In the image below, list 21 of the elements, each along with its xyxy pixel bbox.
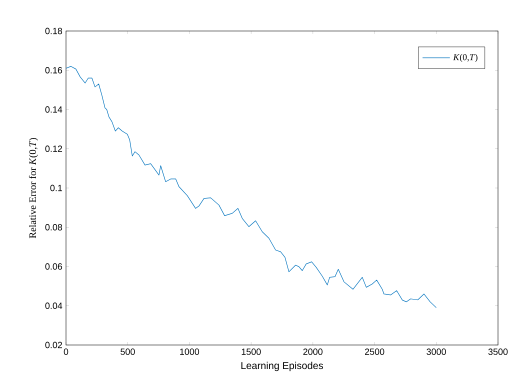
x-tick-label: 3000 bbox=[426, 348, 446, 355]
y-tick-label: 0.06 bbox=[45, 263, 62, 270]
x-tick-label: 0 bbox=[64, 348, 68, 355]
y-tick-label: 0.04 bbox=[45, 302, 62, 309]
x-axis-title: Learning Episodes bbox=[241, 362, 324, 372]
y-tick-label: 0.08 bbox=[45, 224, 62, 230]
legend-label: K(0,T) bbox=[453, 54, 478, 62]
y-tick-label: 0.14 bbox=[45, 106, 62, 113]
x-tick-label: 1500 bbox=[242, 348, 261, 355]
line-series bbox=[66, 66, 437, 308]
x-tick-label: 1000 bbox=[180, 348, 200, 355]
x-tick-label: 2000 bbox=[303, 348, 323, 355]
y-tick-label: 0.18 bbox=[45, 28, 62, 34]
x-tick-label: 2500 bbox=[365, 348, 384, 355]
y-tick-label: 0.12 bbox=[45, 146, 62, 152]
y-tick-label: 0.16 bbox=[45, 67, 62, 74]
x-tick-label: 3500 bbox=[488, 348, 508, 355]
y-tick-label: 0.02 bbox=[45, 342, 62, 348]
y-tick-label: 0.1 bbox=[50, 184, 62, 192]
x-tick-label: 500 bbox=[120, 348, 135, 355]
y-axis-title: Relative Error for K(0,T) bbox=[28, 138, 38, 238]
